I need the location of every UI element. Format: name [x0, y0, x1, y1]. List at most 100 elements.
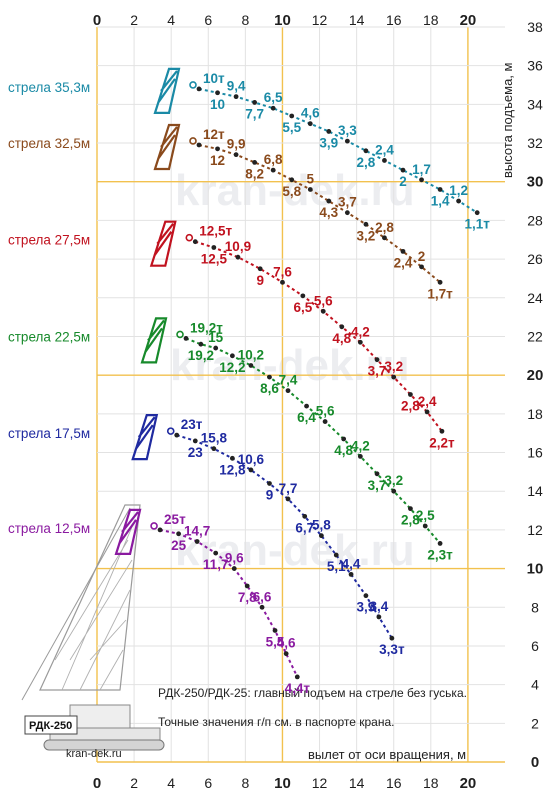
note-line-2: Точные значения г/п см. в паспорте крана…: [158, 715, 394, 729]
watermark-text-2: kran-dek.ru: [170, 341, 410, 390]
data-point: [252, 159, 258, 165]
crane-illustration: РДК-250: [21, 504, 165, 751]
x-tick-label-top: 0: [93, 12, 101, 29]
data-point: [474, 210, 480, 216]
x-tick-label-top: 16: [386, 12, 402, 28]
watermark-layer: kran-dek.ru kran-dek.ru kran-dek.ru: [170, 166, 415, 575]
x-tick-label-top: 8: [241, 12, 249, 28]
data-point: [192, 239, 198, 245]
hook-icon: [150, 522, 158, 530]
data-point: [344, 138, 350, 144]
y-tick-label: 32: [527, 135, 543, 151]
data-label: 5,1: [327, 559, 346, 574]
data-point: [456, 198, 462, 204]
data-point: [363, 221, 369, 227]
x-tick-label-bottom: 12: [312, 775, 328, 791]
data-label: 6,6: [253, 589, 272, 604]
y-tick-label: 36: [527, 58, 543, 74]
y-tick-label: 30: [527, 174, 544, 191]
boom-icon: [131, 414, 159, 461]
x-tick-label-bottom: 20: [460, 775, 477, 792]
data-label: 7,7: [245, 106, 264, 121]
data-point: [307, 187, 313, 192]
data-point: [307, 121, 313, 127]
data-point: [259, 604, 265, 610]
data-point: [194, 539, 200, 544]
data-label: 3,7: [338, 195, 357, 210]
data-label: 12,8: [219, 462, 246, 477]
data-label: 1,7т: [427, 286, 453, 301]
y-tick-label: 20: [527, 367, 544, 384]
data-label: 3,2: [384, 473, 403, 488]
data-point: [400, 248, 406, 254]
data-label: 2,8: [401, 399, 420, 414]
data-point: [215, 146, 220, 152]
data-point: [285, 388, 291, 394]
data-label: 7,6: [273, 264, 292, 279]
y-tick-label: 14: [527, 483, 543, 499]
y-tick-label: 34: [527, 96, 543, 112]
data-point: [374, 357, 380, 363]
y-tick-label: 26: [527, 251, 543, 267]
watermark-text-1: kran-dek.ru: [175, 166, 415, 215]
data-point: [211, 446, 217, 452]
y-tick-label: 12: [527, 522, 543, 538]
data-point: [320, 308, 326, 314]
data-point: [422, 523, 428, 529]
series-group: стрела 32,5м12т129,98,26,85,854,33,73,22…: [8, 123, 453, 301]
y-tick-label: 18: [527, 406, 543, 422]
data-point: [304, 403, 309, 409]
y-tick-label: 38: [527, 19, 543, 35]
data-label: 7,8: [238, 590, 257, 605]
data-label: 9: [256, 273, 264, 288]
data-label: 7,7: [279, 481, 298, 496]
data-label: 2,4: [375, 142, 394, 157]
data-point: [196, 86, 202, 92]
data-point: [233, 94, 239, 100]
data-point: [174, 432, 180, 438]
y-tick-label: 2: [531, 715, 539, 731]
data-point: [322, 419, 328, 424]
data-point: [348, 571, 354, 577]
note-line-1: РДК-250/РДК-25: главный подъем на стреле…: [158, 686, 467, 700]
data-label: 10,6: [238, 452, 265, 467]
x-tick-label-bottom: 2: [130, 775, 138, 791]
data-label: 1,2: [449, 183, 468, 198]
data-label: 5,8: [312, 518, 331, 533]
data-point: [437, 541, 443, 546]
data-point: [389, 635, 395, 641]
data-label: 19,2т: [190, 320, 223, 335]
data-point: [357, 339, 363, 345]
x-tick-label-top: 12: [312, 12, 328, 28]
data-point: [344, 210, 350, 216]
series-layer: стрела 35,3м10т109,47,76,55,54,63,93,32,…: [8, 67, 490, 696]
data-point: [341, 436, 347, 442]
x-tick-label-top: 20: [460, 12, 477, 29]
data-point: [176, 531, 182, 537]
series-name-label: стрела 27,5м: [8, 233, 90, 248]
data-label: 12: [210, 153, 225, 168]
boom-icon: [140, 317, 168, 364]
data-label: 9,6: [225, 551, 244, 566]
y-tick-label: 28: [527, 212, 543, 228]
y-axis-title: высота подъема, м: [500, 62, 515, 178]
data-label: 9,9: [227, 137, 246, 152]
series-group: стрела 22,5м 19,2т 19,2 15 12,210,2 8,67,4 6,4…: [8, 317, 453, 562]
x-tick-label-bottom: 0: [93, 775, 101, 792]
data-point: [437, 279, 443, 285]
data-point: [211, 245, 217, 250]
data-label: 15,8: [201, 431, 228, 446]
data-label: 6,8: [264, 152, 283, 167]
data-label: 6,7: [295, 520, 314, 535]
data-point: [231, 566, 237, 571]
data-label: 1,4: [431, 193, 450, 208]
crane-boom-lattice: [54, 519, 136, 691]
data-point: [363, 148, 369, 154]
data-point: [157, 527, 163, 533]
series-name-label: стрела 35,3м: [8, 80, 90, 95]
data-point: [285, 496, 291, 502]
data-label: 9: [266, 487, 274, 502]
data-label: 11,7: [203, 557, 229, 572]
data-label: 4,8: [332, 331, 351, 346]
